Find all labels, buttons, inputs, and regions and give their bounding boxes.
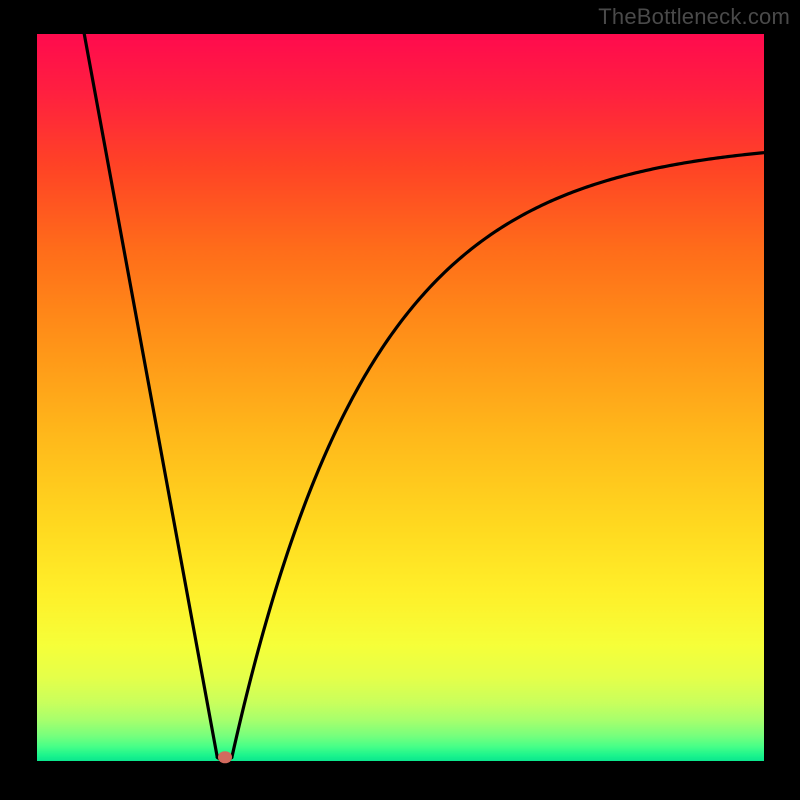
chart-container: TheBottleneck.com <box>0 0 800 800</box>
gradient-background <box>37 34 764 761</box>
watermark-text: TheBottleneck.com <box>598 4 790 30</box>
plot-area <box>37 34 764 761</box>
minimum-marker <box>218 752 232 764</box>
